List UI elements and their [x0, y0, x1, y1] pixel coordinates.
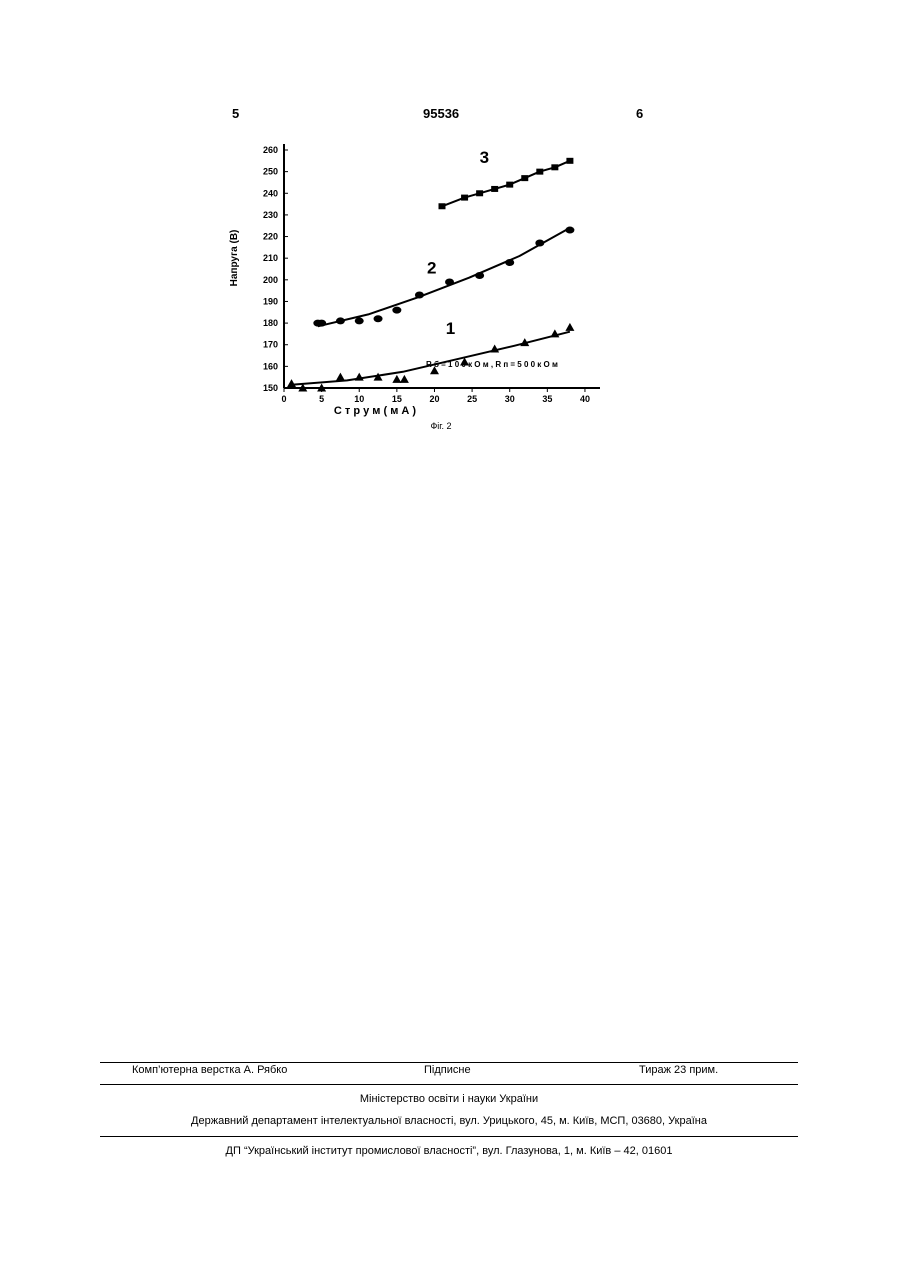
series-2-point [317, 320, 326, 327]
y-tick-label: 210 [263, 253, 278, 263]
footer-rule-top [100, 1062, 798, 1063]
subscription-note: Підписне [424, 1064, 471, 1076]
series-1-point [550, 329, 559, 337]
series-2-label: 2 [427, 258, 436, 277]
series-1-label: 1 [446, 319, 455, 338]
figure-caption: Фіг. 2 [430, 421, 451, 431]
circulation-note: Тираж 23 прим. [639, 1064, 718, 1076]
footer-rule-middle [100, 1084, 798, 1085]
series-1-point [336, 373, 345, 381]
series-2-point [392, 307, 401, 314]
x-tick-label: 0 [281, 394, 286, 404]
y-tick-label: 220 [263, 232, 278, 242]
y-tick-label: 240 [263, 188, 278, 198]
series-3-point [521, 175, 528, 181]
series-3-point [536, 169, 543, 175]
series-1-line [292, 332, 570, 385]
series-3-label: 3 [480, 148, 489, 167]
x-tick-label: 20 [429, 394, 439, 404]
x-tick-label: 25 [467, 394, 477, 404]
voltage-current-chart: 1501601701801902002102202302402502600510… [222, 138, 662, 438]
y-tick-label: 250 [263, 167, 278, 177]
series-2-point [445, 278, 454, 285]
series-2-point [374, 315, 383, 322]
series-2-point [475, 272, 484, 279]
series-3-point [461, 195, 468, 201]
series-3-point [566, 158, 573, 164]
institute-line: ДП “Український інститут промислової вла… [100, 1145, 798, 1157]
x-axis-label: С т р у м ( м А ) [334, 405, 416, 417]
typesetting-credit: Комп’ютерна верстка А. Рябко [132, 1064, 287, 1076]
series-3-point [476, 190, 483, 196]
x-tick-label: 40 [580, 394, 590, 404]
series-2-point [415, 291, 424, 298]
series-3-point [439, 203, 446, 209]
series-2-point [355, 317, 364, 324]
x-tick-label: 5 [319, 394, 324, 404]
series-2-point [505, 259, 514, 266]
series-1-point [565, 323, 574, 331]
y-axis-label: Напруга (В) [229, 230, 240, 287]
y-tick-label: 200 [263, 275, 278, 285]
series-2-point [565, 227, 574, 234]
series-1-point [400, 375, 409, 383]
series-3-point [506, 182, 513, 188]
y-tick-label: 160 [263, 361, 278, 371]
footer-rule-bottom [100, 1136, 798, 1137]
x-tick-label: 30 [505, 394, 515, 404]
ministry-line: Міністерство освіти і науки України [100, 1093, 798, 1105]
patent-number: 95536 [423, 106, 459, 121]
y-tick-label: 180 [263, 318, 278, 328]
series-3-point [491, 186, 498, 192]
y-tick-label: 260 [263, 145, 278, 155]
series-1-point [490, 345, 499, 353]
y-tick-label: 150 [263, 383, 278, 393]
department-line: Державний департамент інтелектуальної вл… [100, 1115, 798, 1127]
series-1-point [392, 375, 401, 383]
series-1-point [355, 373, 364, 381]
series-1-point [287, 379, 296, 387]
series-2-line [318, 228, 570, 326]
y-tick-label: 190 [263, 296, 278, 306]
x-tick-label: 35 [542, 394, 552, 404]
x-tick-label: 15 [392, 394, 402, 404]
series-2-point [535, 240, 544, 247]
series-3-point [551, 164, 558, 170]
y-tick-label: 230 [263, 210, 278, 220]
chart-annotation: R б = 1 0 0 к О м , R п = 5 0 0 к О м [426, 360, 558, 369]
page-number-left: 5 [232, 106, 239, 121]
series-2-point [336, 317, 345, 324]
page-number-right: 6 [636, 106, 643, 121]
y-tick-label: 170 [263, 340, 278, 350]
x-tick-label: 10 [354, 394, 364, 404]
